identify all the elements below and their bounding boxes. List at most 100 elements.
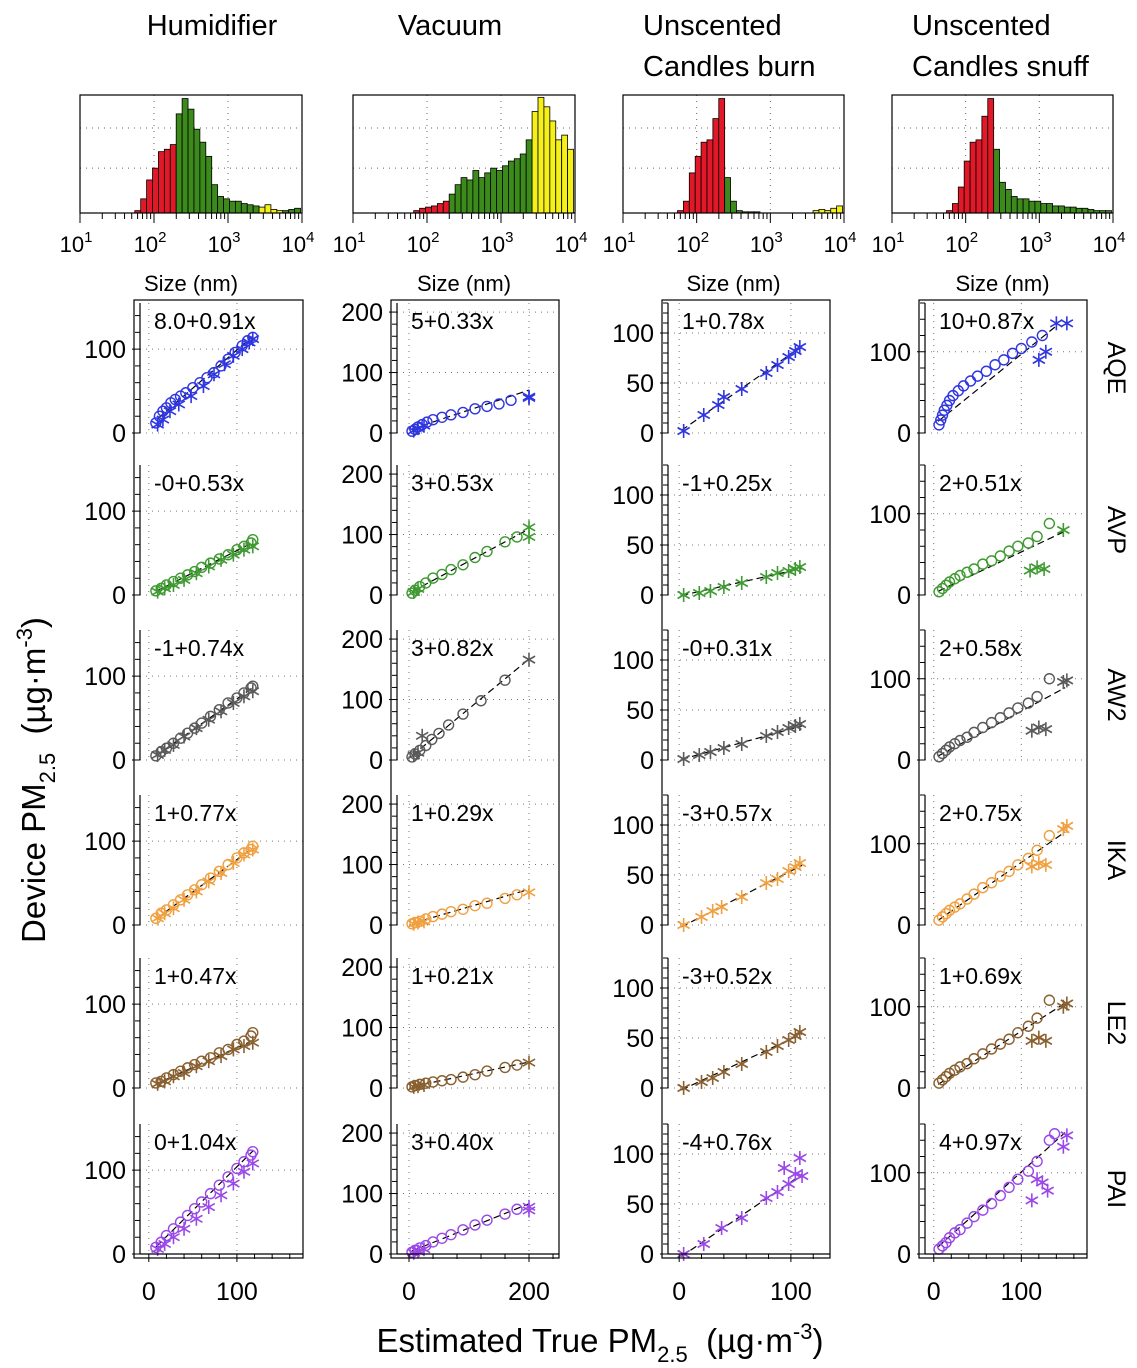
scatter-panel-avp: 0 50 100 -1+0.25x [612,464,830,610]
data-point-circle [457,708,469,720]
y-tick-label: 100 [341,360,383,388]
star-stroke [711,400,725,410]
star-stroke [226,858,240,868]
y-tick-label: 100 [869,1160,911,1188]
data-point-star [214,704,228,719]
data-point-star [759,729,773,743]
size-tick-base: 10 [333,232,357,257]
data-point-star [417,418,431,433]
data-point-circle [231,1162,243,1175]
data-point-circle [457,903,469,915]
fit-equation-label: 0+1.04x [154,1129,237,1155]
size-bin-bar [688,172,696,214]
y-tick-label: 0 [897,912,911,940]
x-axis-label-part: Estimated True PM [377,1322,658,1359]
star-stroke [189,887,203,896]
scatter-panel-aqe: 0 50 100 1+0.78x [612,302,830,448]
star-stroke [793,562,807,572]
size-tick-base: 10 [481,232,505,257]
data-point-star [158,1236,172,1251]
data-point-circle [409,916,421,929]
data-point-circle [188,1203,201,1215]
star-stroke [522,655,536,664]
data-point-circle [1022,537,1035,549]
size-bin-bar [425,206,432,214]
star-stroke [677,590,691,600]
size-tick-label: 101 [603,229,636,257]
data-point-star [189,566,203,581]
y-axis-label-part: (µg·m [15,648,52,753]
data-point-circle [499,892,511,905]
data-point-star [1039,857,1053,872]
size-tick-label: 104 [282,229,315,257]
data-point-circle [499,1208,511,1220]
scatter-panel-aw2: 0 100 2+0.58x [869,629,1087,775]
data-point-circle [1012,702,1024,714]
size-bin-bar [963,160,971,214]
star-stroke [172,400,186,409]
data-point-star [677,424,691,438]
size-bin-bar [484,172,492,214]
size-tick-base: 10 [603,232,627,257]
data-point-circle [511,1059,523,1071]
size-bin-bar [543,106,551,214]
star-stroke [177,895,191,905]
data-point-circle [1043,673,1056,685]
y-tick-label: 0 [640,420,654,448]
data-point-star [246,332,260,347]
x-tick-label: 100 [1000,1278,1042,1306]
size-bin-bar [436,203,444,214]
scatter-panel-ika: 0 50 100 -3+0.57x [612,794,830,940]
star-stroke [1039,347,1053,356]
star-stroke [246,542,260,551]
data-point-circle [511,1203,523,1215]
data-point-circle [469,899,481,912]
data-point-circle [940,744,952,756]
size-bin-bar [472,170,480,214]
data-point-star [782,564,796,578]
size-tick-exponent: 4 [848,229,856,246]
data-point-star [777,1161,791,1175]
data-point-star [788,1167,802,1181]
y-tick-label: 0 [897,1075,911,1103]
data-point-circle [499,1061,511,1074]
column-frame [133,299,304,1259]
size-tick-exponent: 1 [357,229,365,246]
star-stroke [202,715,216,724]
size-tick-label: 101 [872,229,905,257]
data-point-star [1032,856,1046,871]
data-point-star [735,737,749,751]
star-stroke [167,904,180,913]
data-point-circle [475,695,487,707]
data-point-star [214,552,228,567]
device-label: AVP [1102,506,1130,554]
data-point-circle [961,893,973,905]
data-point-star [692,586,706,600]
data-point-star [771,1185,784,1199]
data-point-star [522,390,536,405]
size-bin-bar [836,205,843,214]
scatter-panel-ika: 0 100 2+0.75x [869,794,1087,940]
y-tick-label: 0 [897,1241,911,1269]
data-point-circle [469,551,481,564]
star-stroke [167,1072,180,1081]
star-stroke [202,877,216,886]
size-bin-bar [240,203,248,214]
data-point-circle [1036,329,1049,342]
size-bin-bar [555,139,563,214]
fit-equation-label: -0+0.53x [154,470,245,496]
y-tick-label: 0 [640,1241,654,1269]
star-stroke [1060,676,1074,685]
size-bin-bar [525,139,533,214]
scatter-panel-aw2: 0 50 100 -0+0.31x [612,629,830,775]
y-tick-label: 100 [341,522,383,550]
size-tick-base: 10 [555,232,579,257]
histogram-frame [891,94,1114,214]
data-point-star [1025,1193,1039,1208]
data-point-circle [481,545,493,558]
size-tick-exponent: 4 [306,229,314,246]
size-bin-bar [519,153,527,214]
y-tick-label: 100 [612,1141,654,1169]
size-tick-label: 103 [1019,229,1052,257]
